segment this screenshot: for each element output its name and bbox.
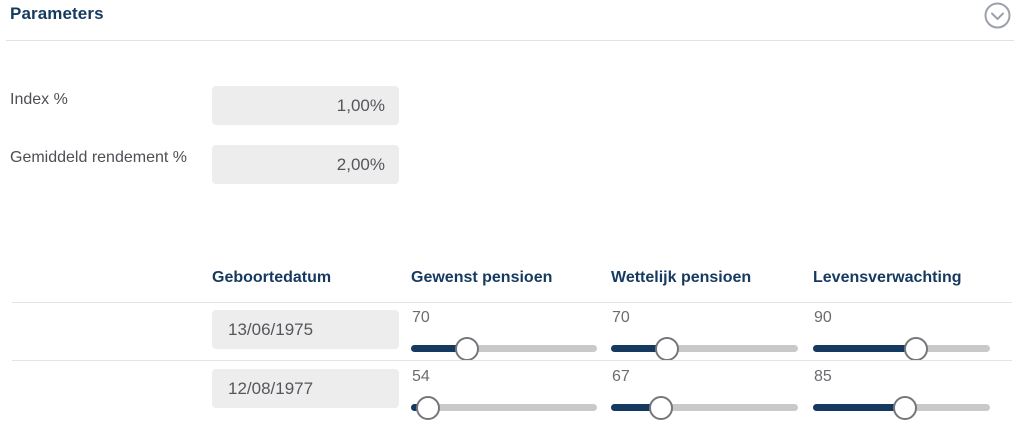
slider-fill — [611, 404, 662, 411]
slider-fill — [611, 345, 668, 352]
table-divider — [12, 302, 1012, 303]
slider-wettelijk-pensioen-row1: 70 — [611, 308, 798, 361]
slider-track[interactable] — [411, 336, 597, 361]
slider-track[interactable] — [611, 395, 798, 420]
slider-track[interactable] — [813, 395, 990, 420]
slider-levensverwachting-row2: 85 — [813, 367, 990, 420]
slider-thumb[interactable] — [649, 395, 674, 420]
rendement-label: Gemiddeld rendement % — [10, 149, 187, 166]
slider-fill — [813, 345, 916, 352]
birthdate-input-row2[interactable] — [212, 369, 399, 408]
slider-track[interactable] — [813, 336, 990, 361]
slider-value: 85 — [814, 368, 832, 385]
rendement-input[interactable] — [212, 145, 399, 184]
slider-thumb[interactable] — [903, 336, 928, 361]
index-input[interactable] — [212, 86, 399, 125]
column-header-geboortedatum: Geboortedatum — [212, 269, 332, 286]
collapse-panel-button[interactable] — [984, 2, 1011, 29]
column-header-levensverwachting: Levensverwachting — [813, 269, 962, 286]
table-divider — [12, 360, 1012, 361]
slider-value: 70 — [412, 309, 430, 326]
slider-gewenst-pensioen-row1: 70 — [411, 308, 597, 361]
slider-fill — [411, 345, 467, 352]
slider-track[interactable] — [611, 336, 798, 361]
slider-thumb[interactable] — [655, 336, 680, 361]
index-label: Index % — [10, 91, 68, 108]
birthdate-input-row1[interactable] — [212, 310, 399, 349]
slider-levensverwachting-row1: 90 — [813, 308, 990, 361]
slider-value: 70 — [612, 309, 630, 326]
slider-thumb[interactable] — [893, 395, 918, 420]
header-divider — [6, 40, 1014, 41]
column-header-wettelijk-pensioen: Wettelijk pensioen — [611, 269, 752, 286]
slider-value: 67 — [612, 368, 630, 385]
slider-wettelijk-pensioen-row2: 67 — [611, 367, 798, 420]
column-header-gewenst-pensioen: Gewenst pensioen — [411, 269, 553, 286]
slider-track[interactable] — [411, 395, 597, 420]
slider-thumb[interactable] — [454, 336, 479, 361]
slider-value: 54 — [412, 368, 430, 385]
slider-fill — [813, 404, 906, 411]
page-title: Parameters — [10, 4, 104, 23]
slider-gewenst-pensioen-row2: 54 — [411, 367, 597, 420]
chevron-down-circle-icon — [984, 2, 1011, 32]
slider-thumb[interactable] — [415, 395, 440, 420]
slider-value: 90 — [814, 309, 832, 326]
